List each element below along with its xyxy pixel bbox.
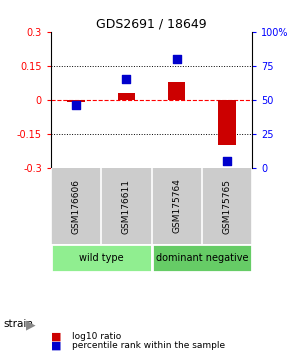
Bar — [118, 93, 135, 100]
Text: ■: ■ — [51, 331, 62, 341]
Bar — [168, 82, 185, 100]
Text: GSM176611: GSM176611 — [122, 178, 131, 234]
Text: ▶: ▶ — [26, 319, 35, 331]
Bar — [152, 244, 252, 272]
Point — [224, 158, 229, 164]
Point — [74, 102, 79, 108]
Title: GDS2691 / 18649: GDS2691 / 18649 — [96, 18, 207, 31]
Text: dominant negative: dominant negative — [155, 253, 248, 263]
Bar — [51, 244, 152, 272]
Text: GSM176606: GSM176606 — [72, 178, 81, 234]
Text: GSM175764: GSM175764 — [172, 178, 181, 234]
Bar — [67, 100, 85, 102]
Point — [174, 56, 179, 62]
Bar — [218, 100, 236, 145]
Text: wild type: wild type — [79, 253, 124, 263]
Text: percentile rank within the sample: percentile rank within the sample — [72, 341, 225, 350]
Point — [124, 76, 129, 82]
Text: log10 ratio: log10 ratio — [72, 332, 121, 341]
Text: ■: ■ — [51, 340, 62, 350]
Text: GSM175765: GSM175765 — [222, 178, 231, 234]
Text: strain: strain — [3, 319, 33, 329]
